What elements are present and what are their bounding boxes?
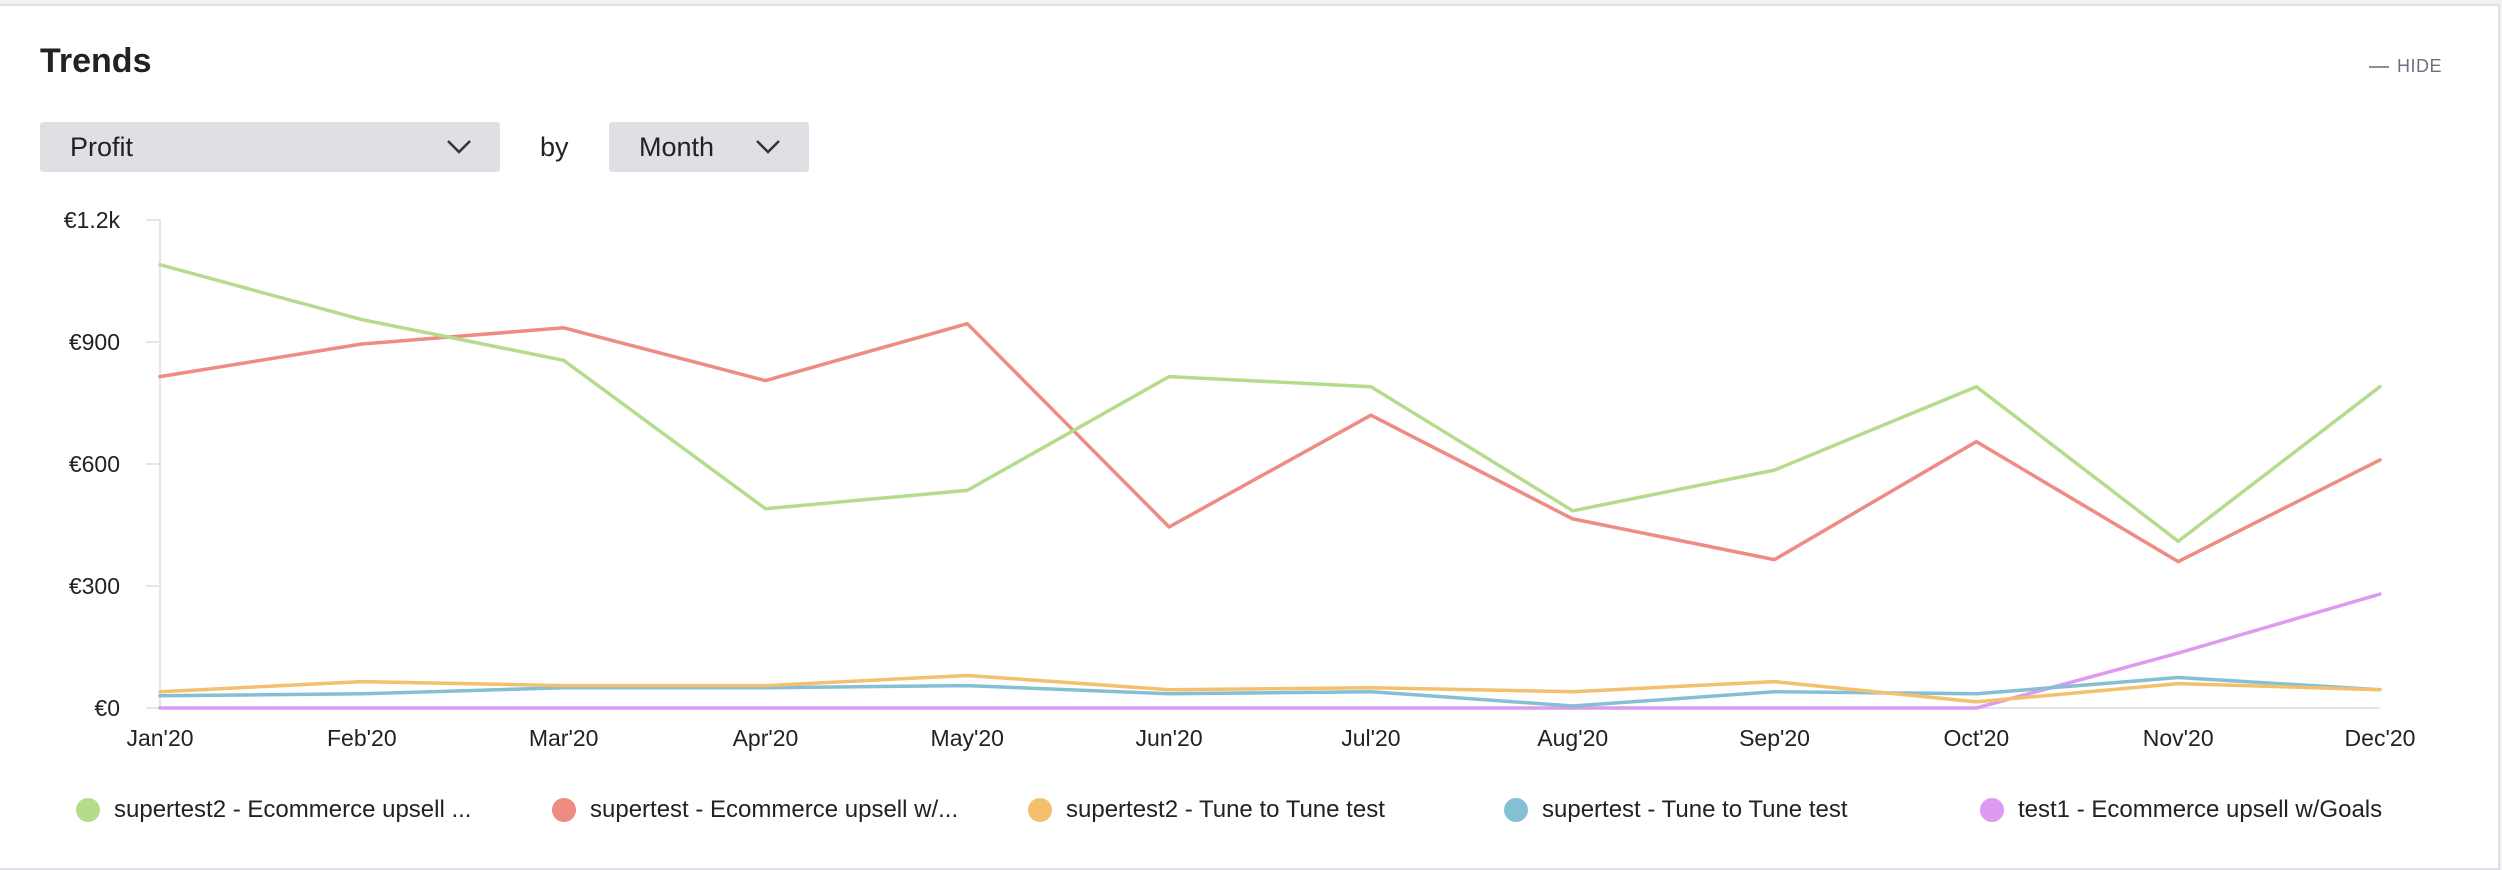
legend-label: test1 - Ecommerce upsell w/Goals (2018, 796, 2383, 823)
x-tick-label: Feb'20 (327, 725, 397, 751)
legend-item[interactable]: supertest - Ecommerce upsell w/... (552, 796, 958, 824)
trends-line-chart: €0 €300 €600 €900 €1.2k Jan'20 Feb'20 Mar'20 Apr… (64, 207, 2416, 751)
minus-icon (2368, 65, 2389, 68)
series-line-3 (158, 675, 2382, 708)
x-tick-label: Dec'20 (2345, 725, 2416, 751)
trends-card: Trends HIDE Profit by Month €0 €300 €600 €9… (0, 4, 2500, 870)
x-tick-label: Aug'20 (1537, 725, 1608, 751)
legend-item[interactable]: supertest2 - Ecommerce upsell ... (76, 796, 471, 824)
legend-item[interactable]: test1 - Ecommerce upsell w/Goals (1980, 796, 2382, 824)
legend-swatch (76, 798, 100, 822)
period-select[interactable]: Month (609, 122, 809, 172)
legend-swatch (552, 798, 576, 822)
x-tick-label: Mar'20 (529, 725, 599, 751)
metric-select-value: Profit (70, 131, 134, 162)
legend-label: supertest2 - Ecommerce upsell ... (114, 796, 472, 823)
legend-item[interactable]: supertest2 - Tune to Tune test (1028, 796, 1385, 824)
x-tick-label: May'20 (931, 725, 1004, 751)
hide-button[interactable]: HIDE (2368, 56, 2442, 77)
chevron-down-icon (447, 140, 471, 154)
y-tick-label: €600 (69, 451, 120, 477)
y-tick-label: €900 (69, 329, 120, 355)
x-tick-label: Sep'20 (1739, 725, 1810, 751)
y-tick-label: €300 (69, 573, 120, 599)
legend-swatch (1504, 798, 1528, 822)
chevron-down-icon (756, 140, 780, 154)
legend-swatch (1028, 798, 1052, 822)
legend-label: supertest2 - Tune to Tune test (1066, 796, 1385, 823)
series-line-1 (158, 321, 2382, 564)
period-select-value: Month (639, 131, 715, 162)
legend-label: supertest - Tune to Tune test (1542, 796, 1848, 823)
y-tick-label: €1.2k (64, 207, 121, 233)
by-label: by (540, 132, 569, 162)
x-tick-label: Oct'20 (1943, 725, 2009, 751)
legend-swatch (1980, 798, 2004, 822)
card-title: Trends (40, 42, 152, 80)
x-tick-label: Apr'20 (733, 725, 799, 751)
chart-legend: supertest2 - Ecommerce upsell ... superte… (0, 796, 2498, 830)
series-line-0 (158, 262, 2382, 544)
legend-item[interactable]: supertest - Tune to Tune test (1504, 796, 1848, 824)
series-line-2 (158, 673, 2382, 704)
y-tick-label: €0 (94, 695, 120, 721)
hide-label: HIDE (2396, 56, 2442, 76)
x-tick-label: Jan'20 (126, 725, 193, 751)
metric-select[interactable]: Profit (40, 122, 500, 172)
x-tick-label: Jul'20 (1341, 725, 1400, 751)
legend-label: supertest - Ecommerce upsell w/... (590, 796, 959, 823)
x-tick-label: Jun'20 (1136, 725, 1203, 751)
x-tick-label: Nov'20 (2143, 725, 2214, 751)
